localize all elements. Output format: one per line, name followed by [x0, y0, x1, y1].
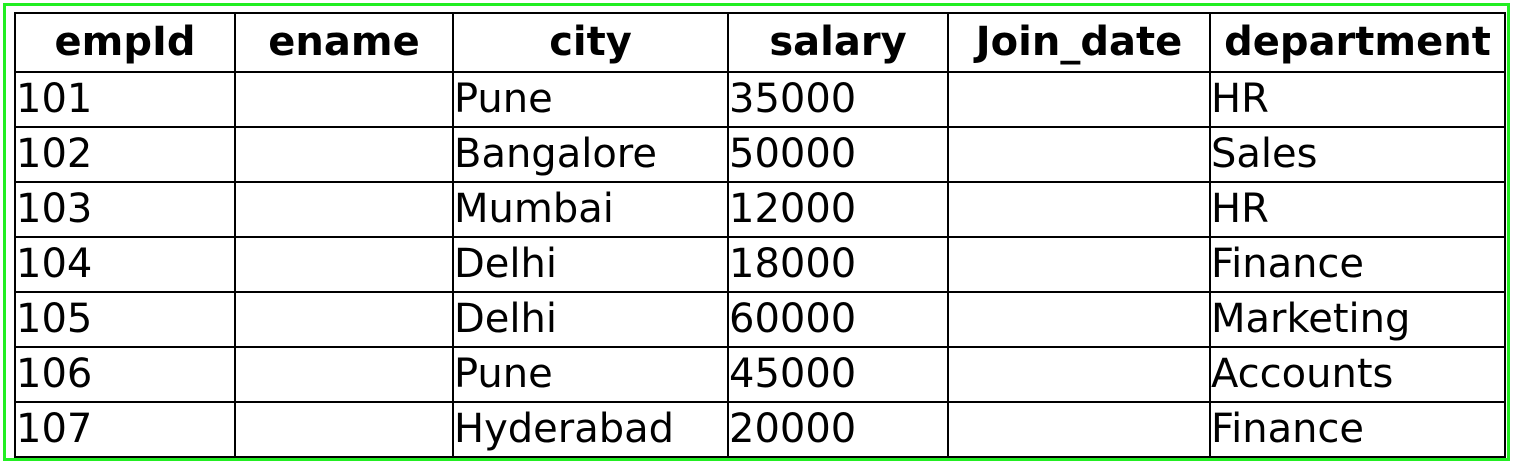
cell-ename	[234, 126, 454, 183]
column-header-department: department	[1209, 12, 1506, 73]
table-row: 101 Pune 35000 HR	[14, 71, 1506, 128]
column-header-join-date: Join_date	[947, 12, 1211, 73]
table-row: 104 Delhi 18000 Finance	[14, 236, 1506, 293]
cell-salary: 20000	[727, 401, 949, 458]
cell-department: Sales	[1209, 126, 1506, 183]
column-header-salary: salary	[727, 12, 949, 73]
cell-ename	[234, 401, 454, 458]
table-row: 107 Hyderabad 20000 Finance	[14, 401, 1506, 458]
cell-salary: 12000	[727, 181, 949, 238]
cell-ename	[234, 346, 454, 403]
cell-join-date	[947, 291, 1211, 348]
cell-empid: 105	[14, 291, 236, 348]
cell-ename	[234, 181, 454, 238]
cell-city: Pune	[452, 346, 729, 403]
cell-city: Mumbai	[452, 181, 729, 238]
cell-empid: 106	[14, 346, 236, 403]
cell-join-date	[947, 126, 1211, 183]
table-header-row: empId ename city salary Join_date depart…	[14, 12, 1506, 73]
employee-table: empId ename city salary Join_date depart…	[14, 12, 1506, 458]
cell-join-date	[947, 236, 1211, 293]
cell-city: Pune	[452, 71, 729, 128]
cell-department: Accounts	[1209, 346, 1506, 403]
table-frame: empId ename city salary Join_date depart…	[3, 3, 1510, 461]
cell-ename	[234, 71, 454, 128]
cell-empid: 101	[14, 71, 236, 128]
column-header-ename: ename	[234, 12, 454, 73]
cell-salary: 35000	[727, 71, 949, 128]
table-row: 105 Delhi 60000 Marketing	[14, 291, 1506, 348]
table-row: 106 Pune 45000 Accounts	[14, 346, 1506, 403]
cell-department: Finance	[1209, 236, 1506, 293]
cell-city: Hyderabad	[452, 401, 729, 458]
cell-salary: 60000	[727, 291, 949, 348]
table-row: 103 Mumbai 12000 HR	[14, 181, 1506, 238]
cell-empid: 102	[14, 126, 236, 183]
cell-empid: 107	[14, 401, 236, 458]
cell-city: Delhi	[452, 291, 729, 348]
cell-department: HR	[1209, 181, 1506, 238]
cell-ename	[234, 236, 454, 293]
cell-join-date	[947, 71, 1211, 128]
cell-salary: 45000	[727, 346, 949, 403]
cell-department: Finance	[1209, 401, 1506, 458]
table-row: 102 Bangalore 50000 Sales	[14, 126, 1506, 183]
cell-join-date	[947, 401, 1211, 458]
cell-ename	[234, 291, 454, 348]
cell-department: Marketing	[1209, 291, 1506, 348]
cell-empid: 103	[14, 181, 236, 238]
cell-join-date	[947, 181, 1211, 238]
cell-salary: 50000	[727, 126, 949, 183]
cell-department: HR	[1209, 71, 1506, 128]
column-header-city: city	[452, 12, 729, 73]
cell-salary: 18000	[727, 236, 949, 293]
cell-city: Delhi	[452, 236, 729, 293]
cell-empid: 104	[14, 236, 236, 293]
column-header-empid: empId	[14, 12, 236, 73]
cell-city: Bangalore	[452, 126, 729, 183]
cell-join-date	[947, 346, 1211, 403]
